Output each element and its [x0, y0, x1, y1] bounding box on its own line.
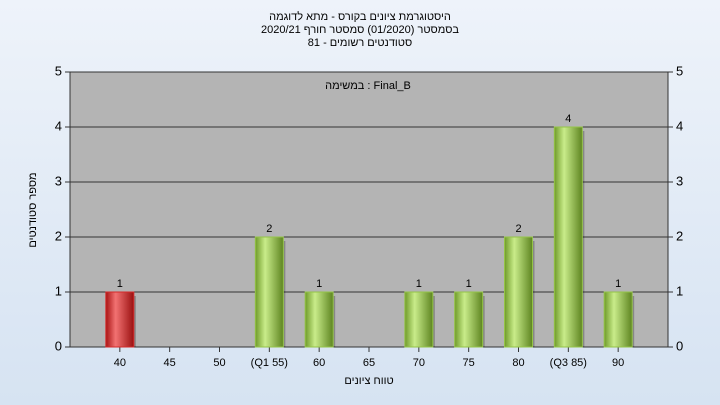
data-label: 1 [615, 278, 621, 290]
x-tick-label: 80 [512, 357, 524, 369]
y2-tick-label: 3 [676, 173, 683, 188]
bar [454, 291, 484, 348]
bar [603, 291, 633, 348]
x-tick-label: 65 [363, 357, 375, 369]
y2-tick-label: 5 [676, 63, 683, 78]
annotation: במשימה : Final_B [325, 80, 411, 92]
x-tick-label: (Q1 55) [251, 357, 288, 369]
data-label: 2 [515, 223, 521, 235]
data-label: 2 [266, 223, 272, 235]
y2-tick-label: 1 [676, 283, 683, 298]
y2-tick-label: 4 [676, 118, 683, 133]
bar [553, 126, 583, 348]
data-label: 1 [316, 278, 322, 290]
x-tick-label: 70 [413, 357, 425, 369]
y2-tick-label: 0 [676, 338, 683, 353]
x-tick-label: 90 [612, 357, 624, 369]
bar [404, 291, 434, 348]
y-tick-label: 1 [55, 283, 62, 298]
data-label: 4 [565, 113, 571, 125]
x-axis-label: טווח ציונים [344, 375, 393, 387]
y-tick-label: 2 [55, 228, 62, 243]
chart-subtitle: בסמסטר (01/2020) סמסטר חורף 2020/21 [261, 24, 459, 36]
y-axis-label: מספר סטודנטים [27, 172, 39, 247]
bar [304, 291, 334, 348]
bar [504, 236, 533, 348]
chart-subtitle: סטודנטים רשומים - 81 [308, 37, 412, 49]
x-tick-label: 40 [114, 357, 126, 369]
data-label: 1 [117, 278, 123, 290]
x-tick-label: 75 [463, 357, 475, 369]
y-tick-label: 0 [55, 338, 62, 353]
y2-tick-label: 2 [676, 228, 683, 243]
data-label: 1 [466, 278, 472, 290]
x-tick-label: (Q3 85) [550, 357, 587, 369]
data-label: 1 [416, 278, 422, 290]
chart-title: היסטוגרמת ציונים בקורס - מתא לדוגמה [269, 10, 451, 23]
y-tick-label: 3 [55, 173, 62, 188]
y-tick-label: 4 [55, 118, 62, 133]
y-tick-label: 5 [55, 63, 62, 78]
x-tick-label: 60 [313, 357, 325, 369]
x-tick-label: 45 [164, 357, 176, 369]
bar [105, 291, 135, 348]
x-tick-label: 50 [213, 357, 225, 369]
bar [254, 236, 284, 348]
